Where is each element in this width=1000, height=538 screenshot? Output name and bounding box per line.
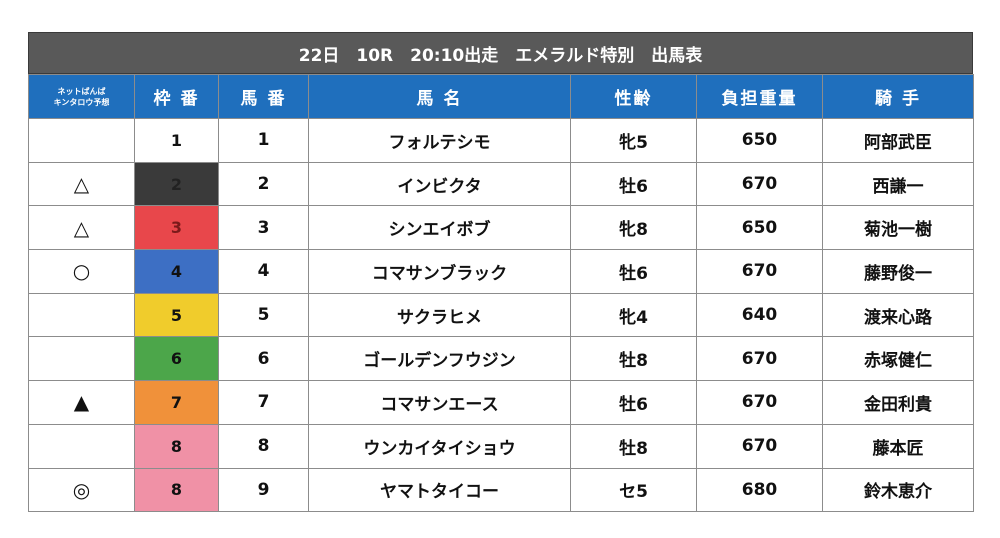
horse-number: 7 <box>218 380 309 425</box>
waku-number: 7 <box>134 380 219 425</box>
jockey-name: 藤本匠 <box>822 423 974 469</box>
sex-age: 牡6 <box>570 249 697 294</box>
sex-age: 牡6 <box>570 380 697 425</box>
header-uma: 馬 番 <box>218 74 309 119</box>
waku-number: 1 <box>134 118 219 163</box>
jockey-name: 鈴木恵介 <box>822 467 974 513</box>
header-weight: 負担重量 <box>696 74 823 119</box>
horse-number: 8 <box>218 423 309 469</box>
horse-number: 9 <box>218 467 309 513</box>
burden-weight: 670 <box>696 380 823 425</box>
horse-name: ヤマトタイコー <box>308 467 571 513</box>
waku-number: 6 <box>134 336 219 382</box>
waku-number: 8 <box>134 467 219 513</box>
jockey-name: 西謙一 <box>822 161 974 207</box>
prediction-mark <box>28 423 135 469</box>
horse-name: インビクタ <box>308 161 571 207</box>
header-row: ネットばんば キンタロウ予想 枠 番 馬 番 馬 名 性齢 負担重量 騎 手 <box>28 74 974 119</box>
header-jockey: 騎 手 <box>822 74 974 119</box>
prediction-mark: △ <box>28 161 135 207</box>
header-waku: 枠 番 <box>134 74 219 119</box>
prediction-mark <box>28 336 135 382</box>
sex-age: セ5 <box>570 467 697 513</box>
prediction-mark <box>28 118 135 163</box>
header-horse-name: 馬 名 <box>308 74 571 119</box>
prediction-mark: ▲ <box>28 380 135 425</box>
table-row: 6 6 ゴールデンフウジン 牡8 670 赤塚健仁 <box>28 336 974 382</box>
horse-name: フォルテシモ <box>308 118 571 163</box>
horse-name: シンエイボブ <box>308 205 571 251</box>
header-sex-age: 性齢 <box>570 74 697 119</box>
horse-number: 1 <box>218 118 309 163</box>
prediction-mark: ○ <box>28 249 135 294</box>
horse-number: 2 <box>218 161 309 207</box>
sex-age: 牡8 <box>570 423 697 469</box>
horse-name: ゴールデンフウジン <box>308 336 571 382</box>
burden-weight: 670 <box>696 423 823 469</box>
jockey-name: 金田利貴 <box>822 380 974 425</box>
table-row: △ 3 3 シンエイボブ 牝8 650 菊池一樹 <box>28 205 974 251</box>
sex-age: 牡8 <box>570 336 697 382</box>
waku-number: 2 <box>134 161 219 207</box>
table-row: △ 2 2 インビクタ 牡6 670 西謙一 <box>28 161 974 207</box>
waku-number: 3 <box>134 205 219 251</box>
prediction-mark: ◎ <box>28 467 135 513</box>
horse-name: ウンカイタイショウ <box>308 423 571 469</box>
header-prediction: ネットばんば キンタロウ予想 <box>28 74 135 119</box>
table-row: 5 5 サクラヒメ 牝4 640 渡来心路 <box>28 292 974 338</box>
horse-number: 4 <box>218 249 309 294</box>
sex-age: 牝4 <box>570 292 697 338</box>
burden-weight: 650 <box>696 118 823 163</box>
sex-age: 牝5 <box>570 118 697 163</box>
table-row: ○ 4 4 コマサンブラック 牡6 670 藤野俊一 <box>28 249 974 294</box>
race-card: 22日 10R 20:10出走 エメラルド特別 出馬表 ネットばんば キンタロウ予… <box>28 32 974 513</box>
jockey-name: 阿部武臣 <box>822 118 974 163</box>
sex-age: 牝8 <box>570 205 697 251</box>
horse-number: 3 <box>218 205 309 251</box>
table-row: ▲ 7 7 コマサンエース 牡6 670 金田利貴 <box>28 380 974 425</box>
jockey-name: 菊池一樹 <box>822 205 974 251</box>
prediction-mark <box>28 292 135 338</box>
horse-number: 6 <box>218 336 309 382</box>
jockey-name: 藤野俊一 <box>822 249 974 294</box>
waku-number: 8 <box>134 423 219 469</box>
waku-number: 4 <box>134 249 219 294</box>
horse-name: コマサンエース <box>308 380 571 425</box>
burden-weight: 670 <box>696 161 823 207</box>
waku-number: 5 <box>134 292 219 338</box>
horse-name: サクラヒメ <box>308 292 571 338</box>
burden-weight: 650 <box>696 205 823 251</box>
jockey-name: 渡来心路 <box>822 292 974 338</box>
jockey-name: 赤塚健仁 <box>822 336 974 382</box>
sex-age: 牡6 <box>570 161 697 207</box>
burden-weight: 670 <box>696 249 823 294</box>
horse-name: コマサンブラック <box>308 249 571 294</box>
horse-number: 5 <box>218 292 309 338</box>
burden-weight: 640 <box>696 292 823 338</box>
table-row: ◎ 8 9 ヤマトタイコー セ5 680 鈴木恵介 <box>28 467 974 513</box>
burden-weight: 670 <box>696 336 823 382</box>
race-title: 22日 10R 20:10出走 エメラルド特別 出馬表 <box>28 32 973 74</box>
header-prediction-label: ネットばんば キンタロウ予想 <box>53 86 110 107</box>
burden-weight: 680 <box>696 467 823 513</box>
prediction-mark: △ <box>28 205 135 251</box>
table-row: 1 1 フォルテシモ 牝5 650 阿部武臣 <box>28 118 974 163</box>
table-row: 8 8 ウンカイタイショウ 牡8 670 藤本匠 <box>28 423 974 469</box>
